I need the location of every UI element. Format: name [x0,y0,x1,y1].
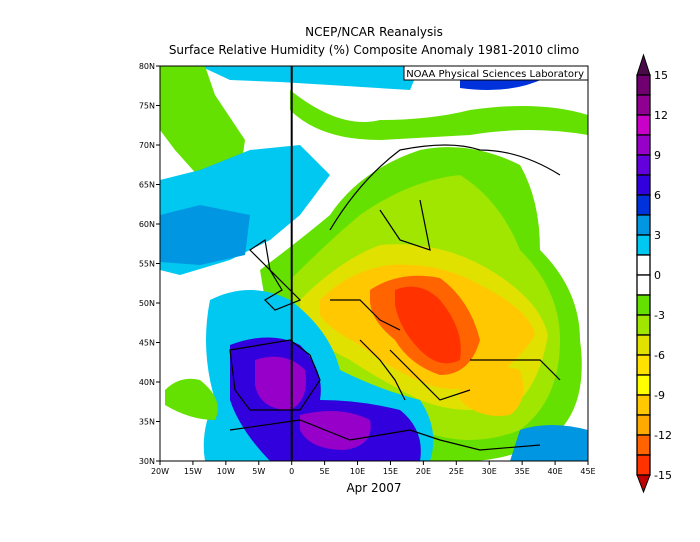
colorbar-label: -15 [654,469,672,482]
lat-axis: 80N 75N 70N 65N 60N 55N 50N 45N 40N 35N 30N [139,62,160,466]
colorbar-label: -3 [654,309,665,322]
x-axis-label: Apr 2007 [346,481,401,495]
lat-tick-label: 65N [139,181,155,190]
colorbar: 15 12 9 6 3 0 -3 -6 -9 -12 -15 [636,53,672,494]
colorbar-label: -9 [654,389,665,402]
lon-tick-label: 15W [184,467,202,476]
coastlines [229,144,561,451]
lat-tick-label: 45N [139,339,155,348]
lon-tick-label: 15E [383,467,398,476]
lon-tick-label: 10W [217,467,235,476]
colorbar-swatch [636,114,651,136]
colorbar-label: 9 [654,149,661,162]
colorbar-swatch [636,294,651,316]
credit-label: NOAA Physical Sciences Laboratory [406,69,584,80]
contour-purple-africa [300,411,371,450]
colorbar-swatch [636,74,651,96]
colorbar-label: -12 [654,429,672,442]
lat-tick-label: 55N [139,260,155,269]
credit-box [403,65,589,81]
contour-yellow-turkey [460,366,524,416]
anomaly-field [160,66,588,461]
lat-tick-label: 35N [139,418,155,427]
colorbar-swatch [636,254,651,276]
lon-axis: 20W 15W 10W 5W 0 5E 10E 15E 20E 25E 30E 35E 40E 45E [151,461,596,476]
lon-tick-label: 30E [482,467,497,476]
colorbar-swatch [636,414,651,436]
colorbar-swatch [636,134,651,156]
colorbar-swatch [636,334,651,356]
contour-cyan-north [200,66,420,90]
contour-blue-west [160,205,250,265]
colorbar-swatch [636,234,651,256]
lon-tick-label: 5E [320,467,330,476]
chart-subtitle: Surface Relative Humidity (%) Composite … [168,43,580,57]
lon-tick-label: 25E [449,467,464,476]
colorbar-swatch [636,154,651,176]
contour-cyan-east [510,425,588,461]
lat-tick-label: 50N [139,299,155,308]
lon-tick-label: 5W [252,467,265,476]
colorbar-under-triangle [636,474,651,494]
lat-tick-label: 75N [139,102,155,111]
lat-tick-label: 80N [139,62,155,71]
lon-tick-label: 10E [350,467,365,476]
contour-red-core [395,286,461,364]
contour-green-northeast [290,90,588,140]
contour-green-northwest [160,66,245,178]
colorbar-swatch [636,394,651,416]
colorbar-swatch [636,374,651,396]
lat-tick-label: 30N [139,457,155,466]
colorbar-label: 6 [654,189,661,202]
colorbar-label: 0 [654,269,661,282]
lon-tick-label: 45E [580,467,595,476]
colorbar-swatch [636,174,651,196]
lat-tick-label: 60N [139,220,155,229]
chart-title: NCEP/NCAR Reanalysis [305,25,443,39]
lon-tick-label: 20W [151,467,169,476]
contour-green-atlantic [165,378,218,420]
colorbar-swatch [636,354,651,376]
colorbar-label: 12 [654,109,668,122]
colorbar-swatch [636,214,651,236]
colorbar-swatch [636,434,651,456]
colorbar-label: 3 [654,229,661,242]
colorbar-swatch [636,94,651,116]
colorbar-over-triangle [636,53,651,76]
lon-tick-label: 0 [289,467,294,476]
contour-purple-iberia [255,356,306,410]
colorbar-label: -6 [654,349,665,362]
lon-tick-label: 20E [416,467,431,476]
lat-tick-label: 70N [139,141,155,150]
colorbar-swatch [636,274,651,296]
colorbar-swatch [636,194,651,216]
lon-tick-label: 35E [515,467,530,476]
lon-tick-label: 40E [547,467,562,476]
colorbar-swatch [636,314,651,336]
colorbar-swatch [636,454,651,476]
lat-tick-label: 40N [139,378,155,387]
colorbar-label: 15 [654,69,668,82]
